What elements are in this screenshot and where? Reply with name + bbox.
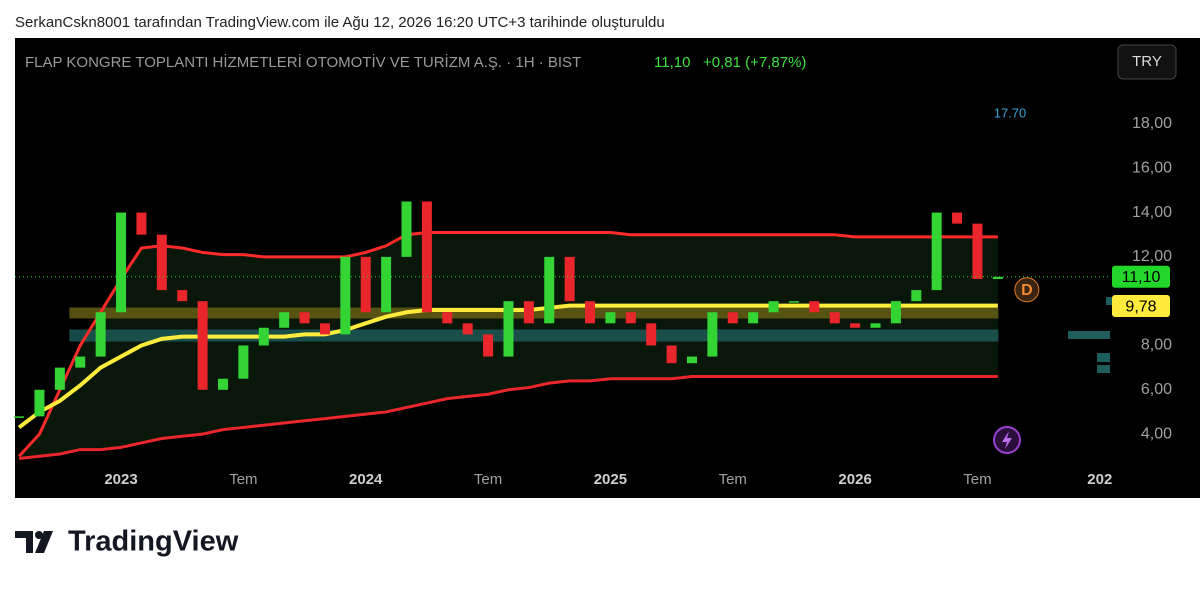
candle bbox=[360, 256, 371, 313]
y-tick-label: 4,00 bbox=[1141, 425, 1172, 442]
candle bbox=[299, 312, 310, 324]
candle bbox=[544, 256, 555, 324]
candle bbox=[381, 256, 392, 313]
zone-tag bbox=[1068, 331, 1110, 339]
candle bbox=[34, 389, 45, 417]
candle bbox=[850, 323, 861, 328]
x-tick-label: 202 bbox=[1087, 471, 1112, 488]
candle bbox=[870, 323, 881, 328]
candle bbox=[156, 234, 167, 291]
badge bbox=[1014, 277, 1040, 303]
candle bbox=[340, 256, 351, 335]
candle bbox=[686, 356, 697, 364]
candle bbox=[768, 301, 779, 313]
symbol: FLAP KONGRE TOPLANTI HİZMETLERİ OTOMOTİV… bbox=[25, 53, 581, 71]
candle bbox=[177, 290, 188, 302]
candle bbox=[625, 312, 636, 324]
candle bbox=[54, 367, 65, 390]
candle bbox=[911, 290, 922, 302]
x-tick-label: Tem bbox=[229, 471, 257, 488]
candle bbox=[809, 301, 820, 313]
x-tick-label: 2023 bbox=[104, 471, 137, 488]
x-tick-label: Tem bbox=[474, 471, 502, 488]
price-tag bbox=[1112, 295, 1170, 318]
candle bbox=[279, 312, 290, 328]
price-tag bbox=[1112, 265, 1170, 288]
price-tag-label: 11,10 bbox=[1122, 269, 1161, 286]
candle bbox=[197, 301, 208, 390]
candle bbox=[829, 312, 840, 324]
x-tick-label: Tem bbox=[719, 471, 747, 488]
candle bbox=[564, 256, 575, 302]
candle bbox=[666, 345, 677, 364]
candle bbox=[442, 312, 453, 324]
band-line bbox=[18, 374, 998, 460]
plot bbox=[14, 201, 1003, 460]
candle bbox=[483, 334, 494, 357]
candle bbox=[217, 378, 228, 390]
y-tick-label: 6,00 bbox=[1141, 381, 1172, 398]
zone bbox=[69, 329, 999, 342]
candle bbox=[319, 323, 330, 335]
logo: TradingView bbox=[68, 526, 239, 558]
currency[interactable]: TRY bbox=[1132, 53, 1162, 70]
y-tick-label: 8,00 bbox=[1141, 337, 1172, 354]
x-tick-label: 2024 bbox=[349, 471, 383, 488]
y-tick-label: 16,00 bbox=[1132, 159, 1172, 176]
candle bbox=[75, 356, 86, 368]
candle bbox=[931, 212, 942, 291]
candle bbox=[238, 345, 249, 379]
lightning bbox=[1002, 431, 1012, 449]
x-tick-label: Tem bbox=[963, 471, 991, 488]
candle bbox=[605, 312, 616, 324]
x-tick-label: 2025 bbox=[594, 471, 627, 488]
candle bbox=[952, 212, 963, 224]
candle bbox=[707, 312, 718, 357]
logo-mark bbox=[15, 531, 53, 553]
candle bbox=[258, 327, 269, 346]
candle bbox=[401, 201, 412, 257]
candle bbox=[972, 223, 983, 280]
price: 11,10 bbox=[654, 54, 690, 71]
zone-tag bbox=[1097, 353, 1110, 362]
band-line bbox=[17, 230, 998, 458]
caption: SerkanCskn8001 tarafından TradingView.co… bbox=[15, 14, 665, 31]
x-tick-label: 2026 bbox=[838, 471, 871, 488]
candle bbox=[503, 301, 514, 357]
zone-tag bbox=[1097, 365, 1110, 373]
badge-label: D bbox=[1021, 282, 1033, 299]
candle bbox=[136, 212, 147, 235]
candle bbox=[523, 301, 534, 324]
candle bbox=[95, 312, 106, 357]
candle bbox=[727, 312, 738, 324]
candle bbox=[462, 323, 473, 335]
y-tick-label: 12,00 bbox=[1132, 248, 1172, 265]
change: +0,81 (+7,87%) bbox=[703, 54, 806, 71]
y-tick-label: 14,00 bbox=[1132, 204, 1172, 221]
candle bbox=[116, 212, 127, 313]
candle bbox=[585, 301, 596, 324]
y-tick-label: 18,00 bbox=[1132, 115, 1172, 132]
candle bbox=[421, 201, 432, 313]
candle bbox=[646, 323, 657, 346]
candle bbox=[992, 276, 1003, 280]
candle bbox=[748, 312, 759, 324]
annotation: 17.70 bbox=[994, 105, 1027, 120]
candle bbox=[14, 416, 25, 418]
candle bbox=[788, 301, 799, 303]
zone-tag bbox=[1106, 297, 1112, 305]
currency-button[interactable] bbox=[1117, 44, 1177, 80]
candle bbox=[890, 301, 901, 324]
price-tag-label: 9,78 bbox=[1125, 298, 1156, 315]
